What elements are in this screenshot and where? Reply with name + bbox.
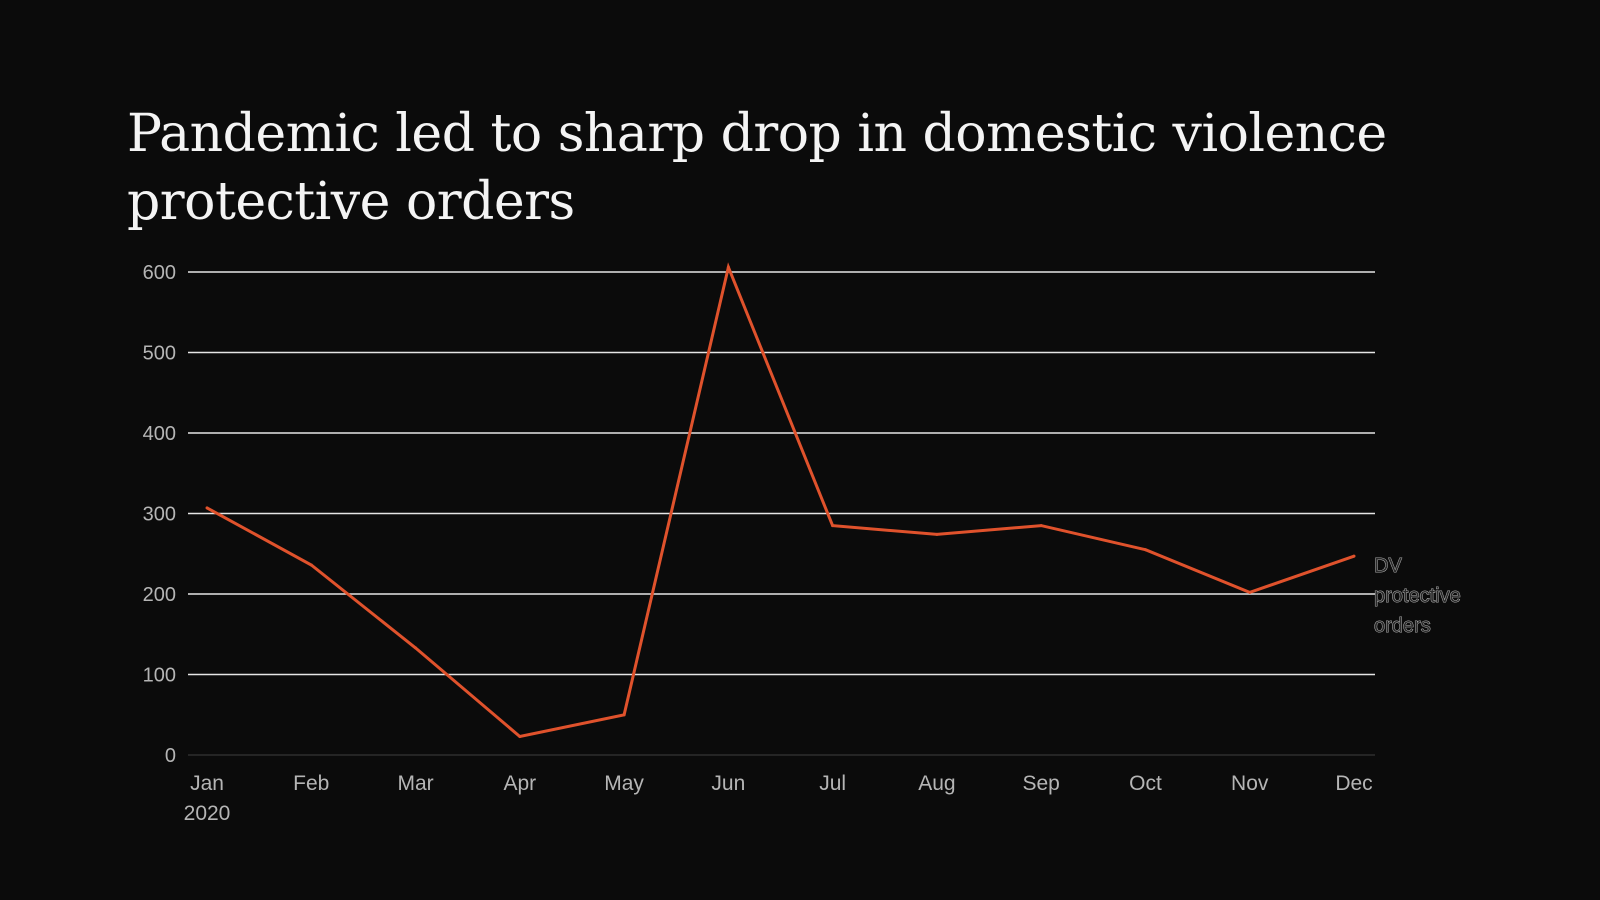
x-tick-label: Mar (397, 772, 433, 795)
data-point (518, 734, 522, 738)
data-point (1248, 590, 1252, 594)
data-point (1039, 524, 1043, 528)
chart-title: Pandemic led to sharp drop in domestic v… (127, 104, 1387, 232)
data-point (309, 563, 313, 567)
data-point (935, 532, 939, 536)
x-tick-label: Nov (1231, 772, 1269, 795)
data-point (1143, 548, 1147, 552)
y-tick-label: 0 (165, 745, 176, 767)
x-tick-label: Aug (918, 772, 955, 795)
series-layer (205, 262, 1356, 739)
series-label: DV (1374, 555, 1402, 577)
y-tick-label: 300 (143, 504, 176, 526)
x-tick-label: Jan (190, 772, 224, 795)
series-label: protective (1374, 585, 1461, 607)
data-point (414, 646, 418, 650)
data-point (205, 506, 209, 510)
y-tick-label: 400 (143, 423, 176, 445)
x-tick-label: Apr (503, 772, 536, 795)
x-axis-labels: Jan 2020 Feb Mar Apr May Jun Jul Aug Sep Oct Nov Dec (184, 772, 1373, 825)
x-tick-label: Jun (711, 772, 745, 795)
data-point (726, 265, 730, 269)
y-tick-label: 500 (143, 343, 176, 365)
data-point (1352, 554, 1356, 558)
y-tick-label: 600 (143, 262, 176, 284)
data-point (622, 713, 626, 717)
x-tick-label: Feb (293, 772, 329, 795)
x-tick-label: May (604, 772, 644, 795)
x-tick-label: Dec (1335, 772, 1372, 795)
series-labels: DV protective orders (1374, 555, 1462, 638)
x-tick-sublabel: 2020 (184, 802, 231, 825)
data-point (831, 524, 835, 528)
y-tick-label: 200 (143, 584, 176, 606)
y-tick-label: 100 (143, 665, 176, 687)
series-label: orders (1374, 615, 1431, 637)
series-line (206, 262, 1355, 739)
x-tick-label: Jul (819, 772, 846, 795)
x-tick-label: Sep (1022, 772, 1059, 795)
x-tick-label: Oct (1129, 772, 1162, 795)
gridlines (188, 271, 1375, 756)
y-axis-labels: 0 100 200 300 400 500 600 (143, 262, 176, 767)
